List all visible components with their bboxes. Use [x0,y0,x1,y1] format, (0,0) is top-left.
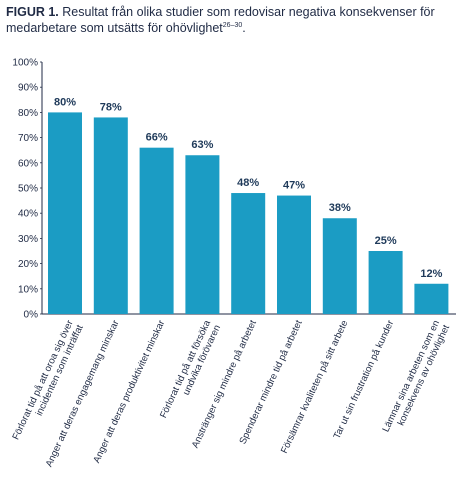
caption-text: Resultat från olika studier som redovisa… [6,5,435,35]
bar [185,155,220,314]
y-tick-label: 20% [18,259,38,270]
caption-period: . [242,21,246,35]
bar [93,117,128,314]
y-tick-label: 90% [18,83,38,94]
bar [322,218,357,314]
bar [139,147,174,314]
data-label: 66% [146,132,168,144]
y-tick-label: 30% [18,234,38,245]
y-tick-label: 80% [18,108,38,119]
category-label: Förlorat tid på att oroa sig överinciden… [11,318,86,446]
y-tick-label: 0% [24,310,39,321]
bar [414,283,449,314]
bar [368,251,403,314]
bar [231,193,266,314]
data-label: 12% [420,268,442,280]
y-tick-label: 50% [18,184,38,195]
y-tick-label: 40% [18,209,38,220]
category-label: Lämnar sina arbeten som enkonsekvens av … [381,318,453,438]
data-label: 78% [100,101,122,113]
caption-references: 26–30 [222,22,243,29]
y-tick-label: 100% [12,58,38,69]
data-label: 48% [237,177,259,189]
bar [48,112,82,315]
y-tick-label: 10% [18,284,38,295]
category-label-line: Förlorat tid på att försöka [158,318,213,420]
y-tick-label: 60% [18,158,38,169]
data-label: 63% [191,139,213,151]
figure-number: FIGUR 1. [6,5,59,19]
data-label: 80% [54,96,76,108]
y-tick-label: 70% [18,133,38,144]
bar [277,195,311,314]
figure-caption: FIGUR 1. Resultat från olika studier som… [6,4,456,36]
data-label: 38% [329,202,351,214]
data-label: 47% [283,180,305,192]
data-label: 25% [375,235,397,247]
